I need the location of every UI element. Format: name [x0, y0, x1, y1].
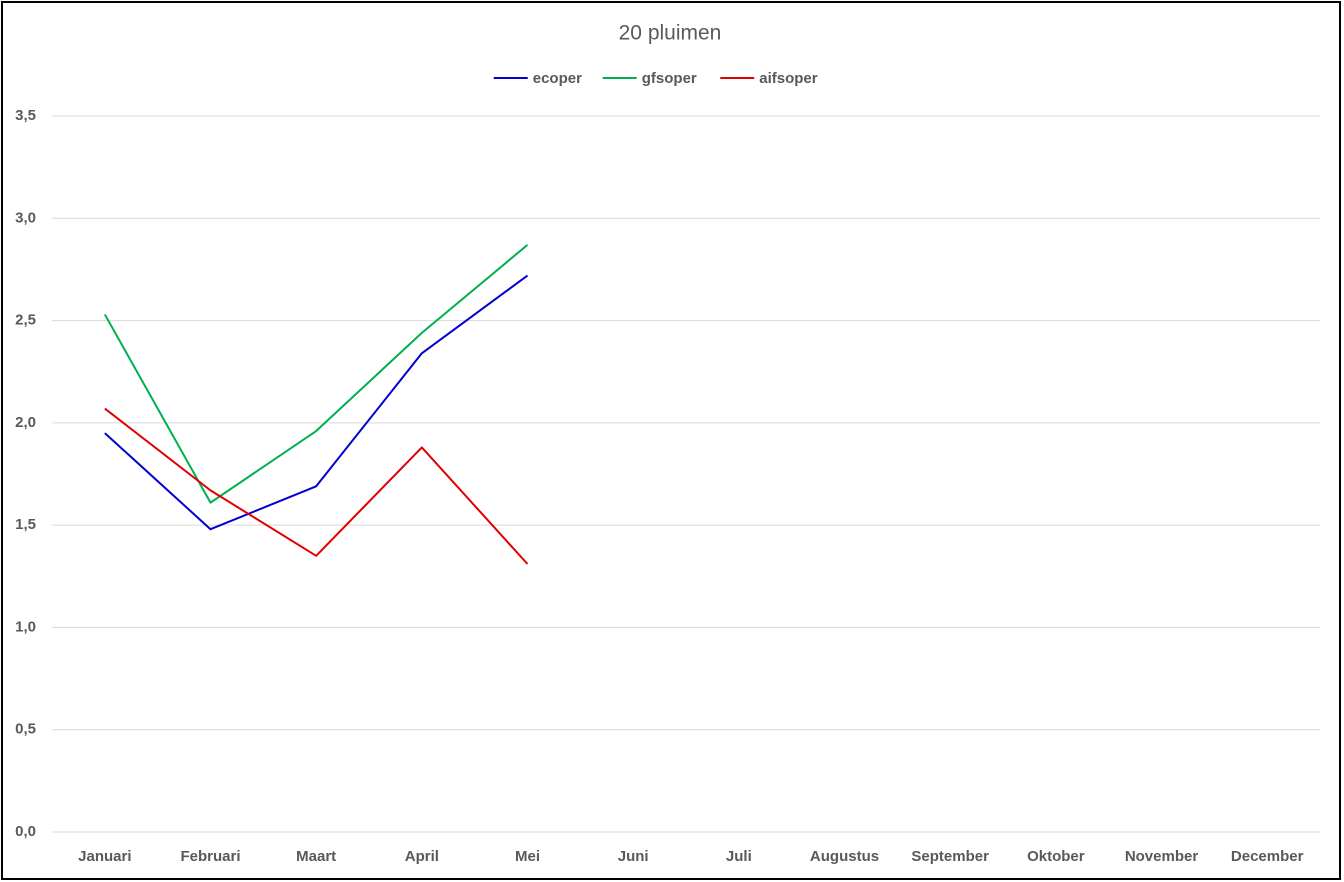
x-tick-label: September — [911, 848, 989, 865]
y-tick-label: 0,0 — [15, 823, 36, 840]
series-line — [104, 407, 529, 565]
y-tick-label: 0,5 — [15, 721, 36, 738]
legend-label: aifsoper — [759, 70, 818, 87]
series-line — [103, 244, 529, 504]
x-tick-label: Mei — [515, 848, 540, 865]
x-tick-label: April — [405, 848, 439, 865]
y-tick-label: 3,5 — [15, 107, 36, 124]
legend-label: gfsoper — [642, 70, 697, 87]
x-tick-label: Maart — [296, 848, 336, 865]
x-tick-label: Juni — [618, 848, 649, 865]
y-tick-label: 1,5 — [15, 516, 36, 533]
y-tick-label: 2,5 — [15, 312, 36, 329]
x-tick-label: December — [1231, 848, 1304, 865]
y-tick-label: 3,0 — [15, 209, 36, 226]
x-tick-label: Januari — [78, 848, 131, 865]
x-tick-label: Juli — [726, 848, 752, 865]
legend-label: ecoper — [533, 70, 582, 87]
y-tick-label: 2,0 — [15, 414, 36, 431]
x-tick-label: Augustus — [810, 848, 879, 865]
series-line — [104, 274, 529, 531]
chart-title: 20 pluimen — [619, 22, 722, 45]
y-tick-label: 1,0 — [15, 618, 36, 635]
x-tick-label: Oktober — [1027, 848, 1085, 865]
x-tick-label: Februari — [180, 848, 240, 865]
x-tick-label: November — [1125, 848, 1199, 865]
